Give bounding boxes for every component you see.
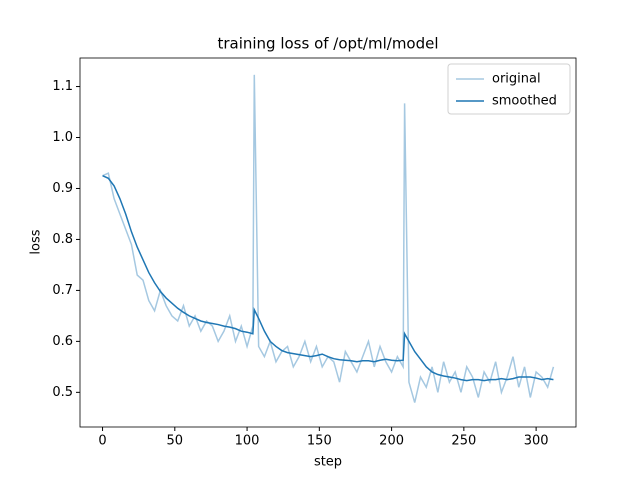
y-axis-label: loss: [29, 229, 44, 254]
x-axis-label: step: [314, 455, 342, 470]
x-tick-label: 50: [167, 434, 184, 449]
plot-frame: [79, 57, 577, 428]
chart-title: training loss of /opt/ml/model: [217, 35, 438, 53]
x-tick-label: 0: [98, 434, 106, 449]
y-tick-label: 0.9: [52, 181, 73, 196]
y-tick-label: 1.0: [52, 130, 73, 145]
series-line: [102, 74, 555, 403]
legend-label: smoothed: [492, 94, 557, 109]
x-tick-label: 200: [379, 434, 404, 449]
y-tick-label: 0.6: [52, 334, 73, 349]
x-tick-label: 300: [524, 434, 549, 449]
legend-label: original: [492, 72, 541, 87]
x-tick-label: 100: [235, 434, 260, 449]
series-line: [102, 175, 554, 382]
y-tick-label: 1.1: [52, 79, 73, 94]
x-tick-label: 250: [451, 434, 476, 449]
x-tick-label: 150: [307, 434, 332, 449]
y-tick-label: 0.7: [52, 283, 73, 298]
y-tick-label: 0.5: [52, 385, 73, 400]
y-tick-label: 0.8: [52, 232, 73, 247]
